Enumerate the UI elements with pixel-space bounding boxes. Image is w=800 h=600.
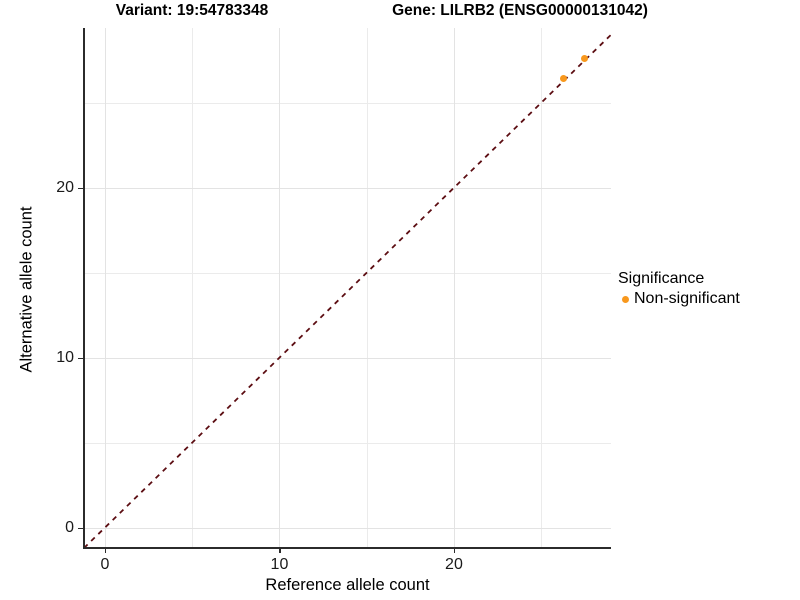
legend: Significance Non-significant — [618, 270, 798, 308]
legend-items: Non-significant — [618, 290, 798, 308]
legend-title: Significance — [618, 270, 705, 287]
plot-panel — [84, 28, 611, 548]
panel-background — [84, 28, 611, 548]
y-axis-line — [83, 28, 85, 549]
x-axis-tick — [279, 548, 281, 553]
gridline-minor-horizontal — [84, 102, 611, 104]
x-axis-title: Reference allele count — [265, 576, 430, 594]
legend-item[interactable]: Non-significant — [618, 290, 798, 308]
x-axis-tick-label: 0 — [100, 556, 110, 573]
y-axis-tick-label: 0 — [65, 518, 74, 536]
gridline-minor-horizontal — [84, 272, 611, 274]
y-axis-tick — [78, 357, 83, 360]
gridline-major-vertical — [104, 28, 106, 548]
gridline-minor-vertical — [192, 28, 194, 548]
gridline-major-horizontal — [84, 357, 611, 359]
y-axis-tick-label: 20 — [56, 178, 74, 196]
data-point — [581, 55, 589, 63]
y-axis-tick-label: 10 — [56, 348, 74, 366]
y-axis-tick — [78, 187, 83, 190]
gridline-major-horizontal — [84, 187, 611, 189]
gridline-minor-vertical — [541, 28, 543, 548]
y-axis-tick — [78, 527, 83, 529]
x-axis-line — [83, 547, 611, 549]
gridline-major-vertical — [453, 28, 455, 548]
y-axis-title: Alternative allele count — [17, 206, 36, 373]
x-axis-tick-label: 20 — [445, 556, 463, 573]
gridline-major-vertical — [279, 28, 281, 548]
data-point — [560, 75, 568, 83]
gridline-major-horizontal — [84, 527, 611, 529]
variant-title: Variant: 19:54783348 — [115, 2, 269, 19]
gridline-minor-horizontal — [84, 442, 611, 444]
x-axis-tick — [453, 548, 456, 553]
gene-title: Gene: LILRB2 (ENSG00000131042) — [392, 2, 648, 19]
x-axis-tick-label: 10 — [270, 556, 289, 573]
legend-dot-icon — [622, 295, 629, 303]
x-axis-tick — [104, 548, 107, 553]
legend-item-label: Non-significant — [634, 290, 740, 307]
gridline-minor-vertical — [366, 28, 368, 548]
